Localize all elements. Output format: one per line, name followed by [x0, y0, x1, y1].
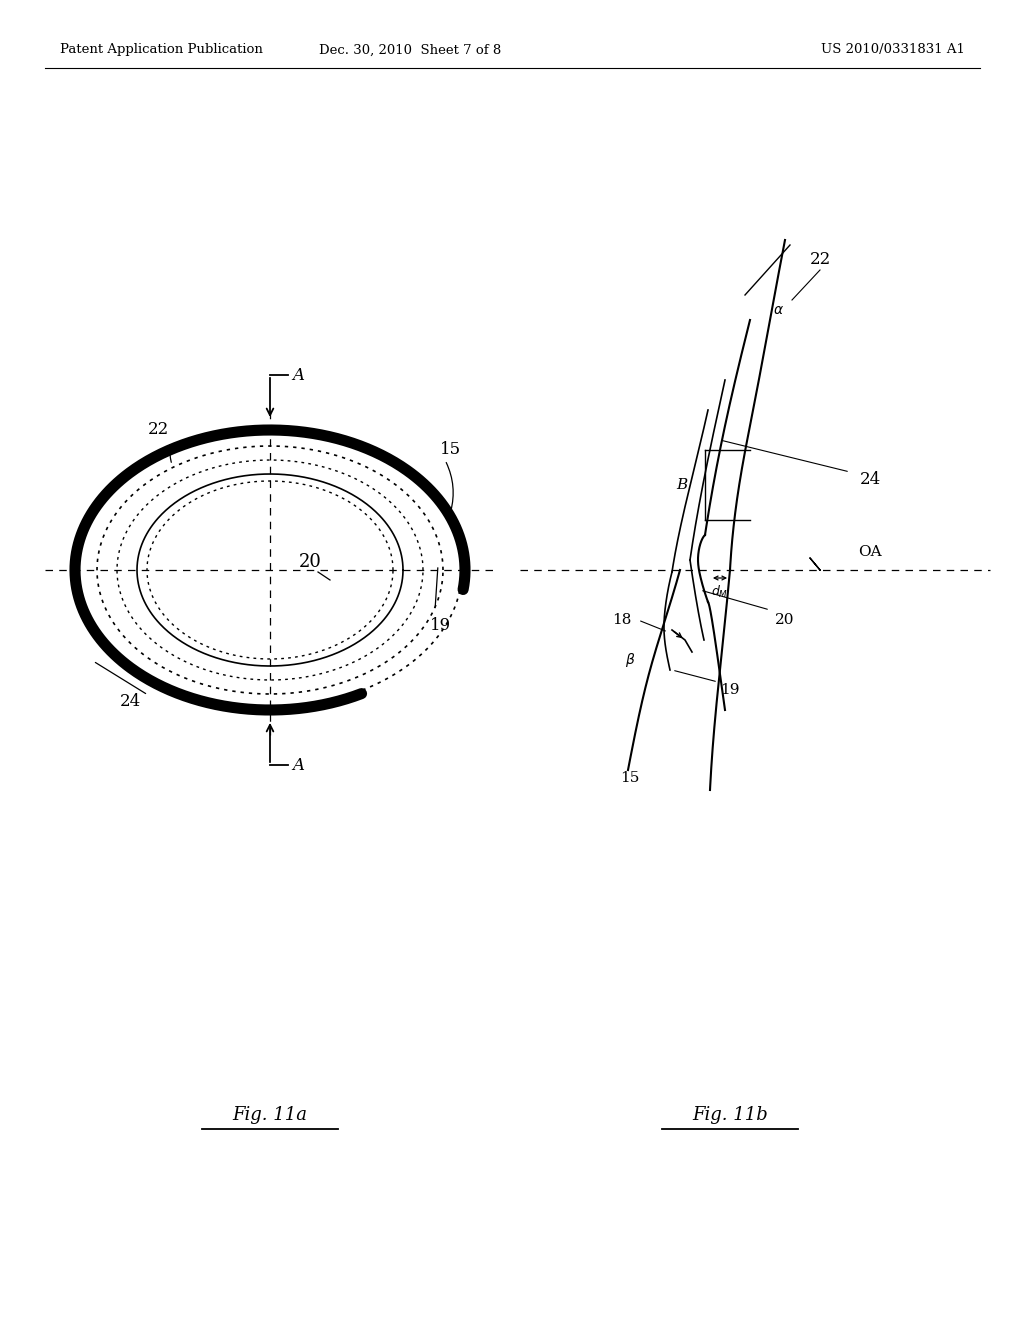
- Text: Fig. 11b: Fig. 11b: [692, 1106, 768, 1125]
- Text: Patent Application Publication: Patent Application Publication: [60, 44, 263, 57]
- Text: US 2010/0331831 A1: US 2010/0331831 A1: [821, 44, 965, 57]
- Text: 24: 24: [120, 693, 140, 710]
- Text: OA: OA: [858, 545, 882, 558]
- Text: 24: 24: [859, 471, 881, 488]
- Text: B: B: [676, 478, 687, 492]
- Text: 19: 19: [429, 616, 451, 634]
- Text: A: A: [292, 756, 304, 774]
- Text: 18: 18: [612, 612, 632, 627]
- Text: 22: 22: [147, 421, 169, 438]
- Text: $\alpha$: $\alpha$: [772, 304, 783, 317]
- Text: $d_M$: $d_M$: [712, 583, 729, 601]
- Text: 15: 15: [439, 441, 461, 458]
- Text: 22: 22: [809, 252, 830, 268]
- Text: A: A: [292, 367, 304, 384]
- Text: Dec. 30, 2010  Sheet 7 of 8: Dec. 30, 2010 Sheet 7 of 8: [318, 44, 501, 57]
- Text: 20: 20: [299, 553, 322, 572]
- Text: Fig. 11a: Fig. 11a: [232, 1106, 307, 1125]
- Text: $\beta$: $\beta$: [625, 651, 635, 669]
- Text: 20: 20: [775, 612, 795, 627]
- Text: 19: 19: [720, 682, 739, 697]
- Text: 15: 15: [621, 771, 640, 785]
